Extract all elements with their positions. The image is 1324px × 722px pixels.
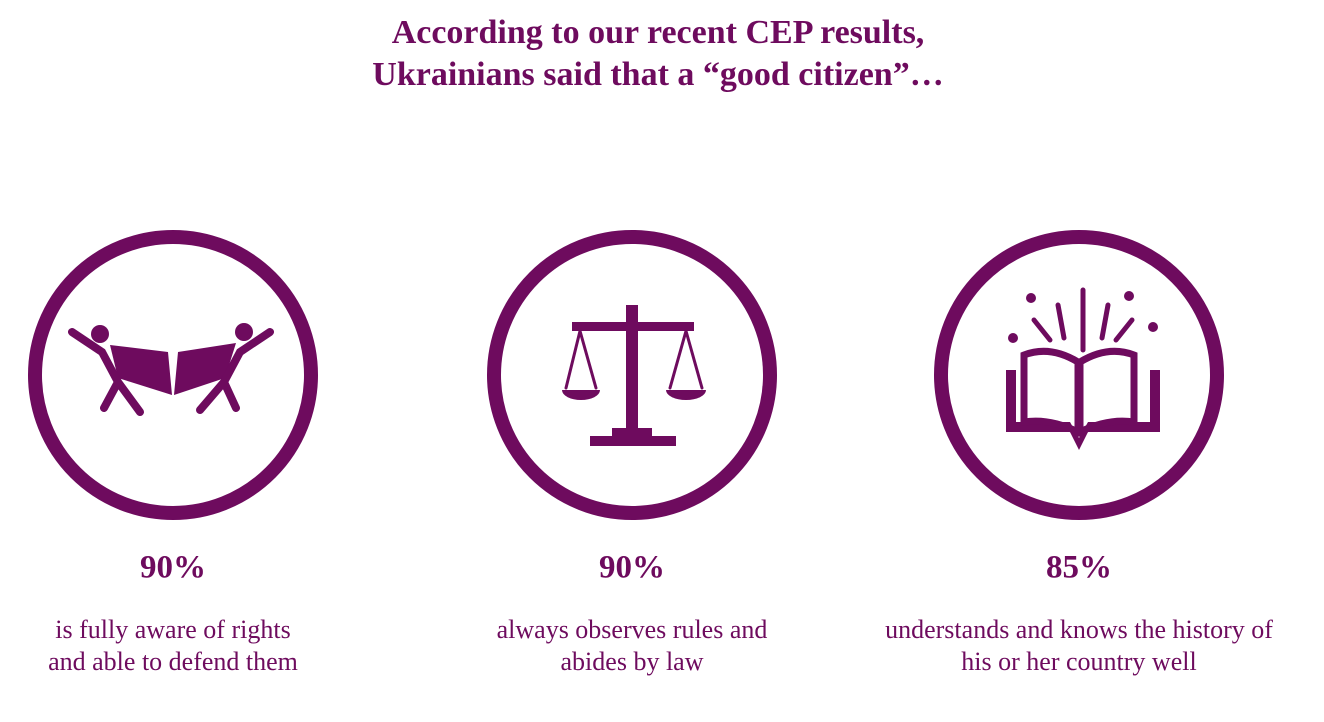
description: his or her country well (961, 647, 1196, 676)
description: is fully aware of rights (55, 615, 290, 644)
book-icon (934, 230, 1224, 520)
description: understands and knows the history of (885, 615, 1273, 644)
scales-icon (487, 230, 777, 520)
title-line: According to our recent CEP results, (392, 14, 925, 51)
description: abides by law (561, 647, 704, 676)
description: and able to defend them (48, 647, 298, 676)
stat: 90% (140, 550, 206, 586)
description: always observes rules and (497, 615, 768, 644)
stat: 85% (1046, 550, 1112, 586)
heroes-icon (28, 230, 318, 520)
stat: 90% (599, 550, 665, 586)
title-line: Ukrainians said that a “good citizen”… (372, 56, 943, 93)
